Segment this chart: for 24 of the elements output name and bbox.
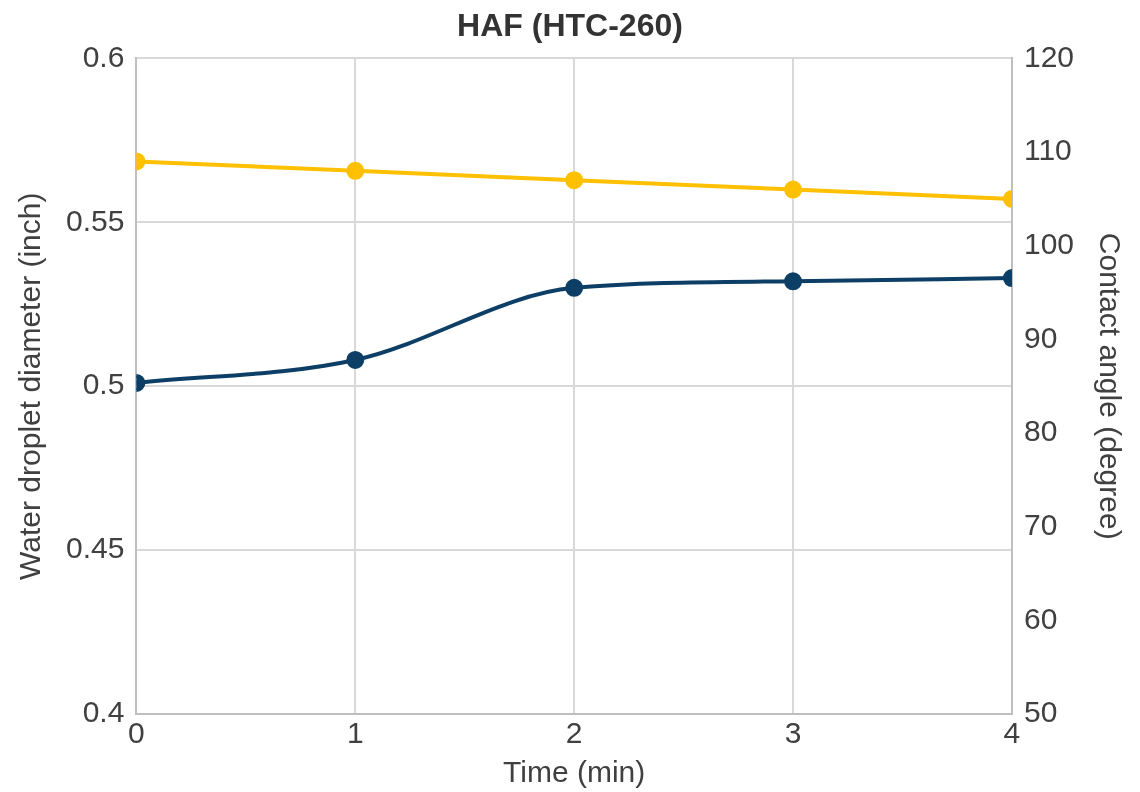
x-tick-label: 2 bbox=[565, 716, 583, 750]
y2-tick-label: 110 bbox=[1023, 133, 1072, 167]
y2-tick-label: 50 bbox=[1023, 695, 1058, 729]
x-tick-label: 3 bbox=[784, 716, 802, 750]
y-axis-title: Water droplet diameter (inch) bbox=[13, 192, 47, 580]
y-tick-label: 0.5 bbox=[82, 367, 125, 401]
y2-tick-label: 90 bbox=[1023, 320, 1058, 354]
y2-tick-label: 70 bbox=[1023, 507, 1058, 541]
x-tick-label: 0 bbox=[128, 716, 145, 750]
chart-title: HAF (HTC-260) bbox=[457, 7, 683, 44]
point bbox=[565, 171, 584, 190]
x-axis-title: Time (min) bbox=[503, 755, 646, 789]
y2-tick-label: 100 bbox=[1023, 226, 1075, 260]
y2-tick-label: 80 bbox=[1023, 414, 1058, 448]
y-tick-label: 0.45 bbox=[66, 531, 125, 565]
y2-axis-title: Contact angle (degree) bbox=[1093, 232, 1127, 540]
x-tick-label: 1 bbox=[346, 716, 364, 750]
y-tick-label: 0.4 bbox=[82, 695, 125, 729]
y-tick-label: 0.55 bbox=[66, 203, 125, 237]
y2-tick-label: 120 bbox=[1023, 39, 1075, 73]
y-tick-label: 0.6 bbox=[82, 39, 125, 73]
point bbox=[565, 278, 584, 297]
y2-tick-label: 60 bbox=[1023, 601, 1058, 635]
x-tick-label: 4 bbox=[1003, 716, 1021, 750]
